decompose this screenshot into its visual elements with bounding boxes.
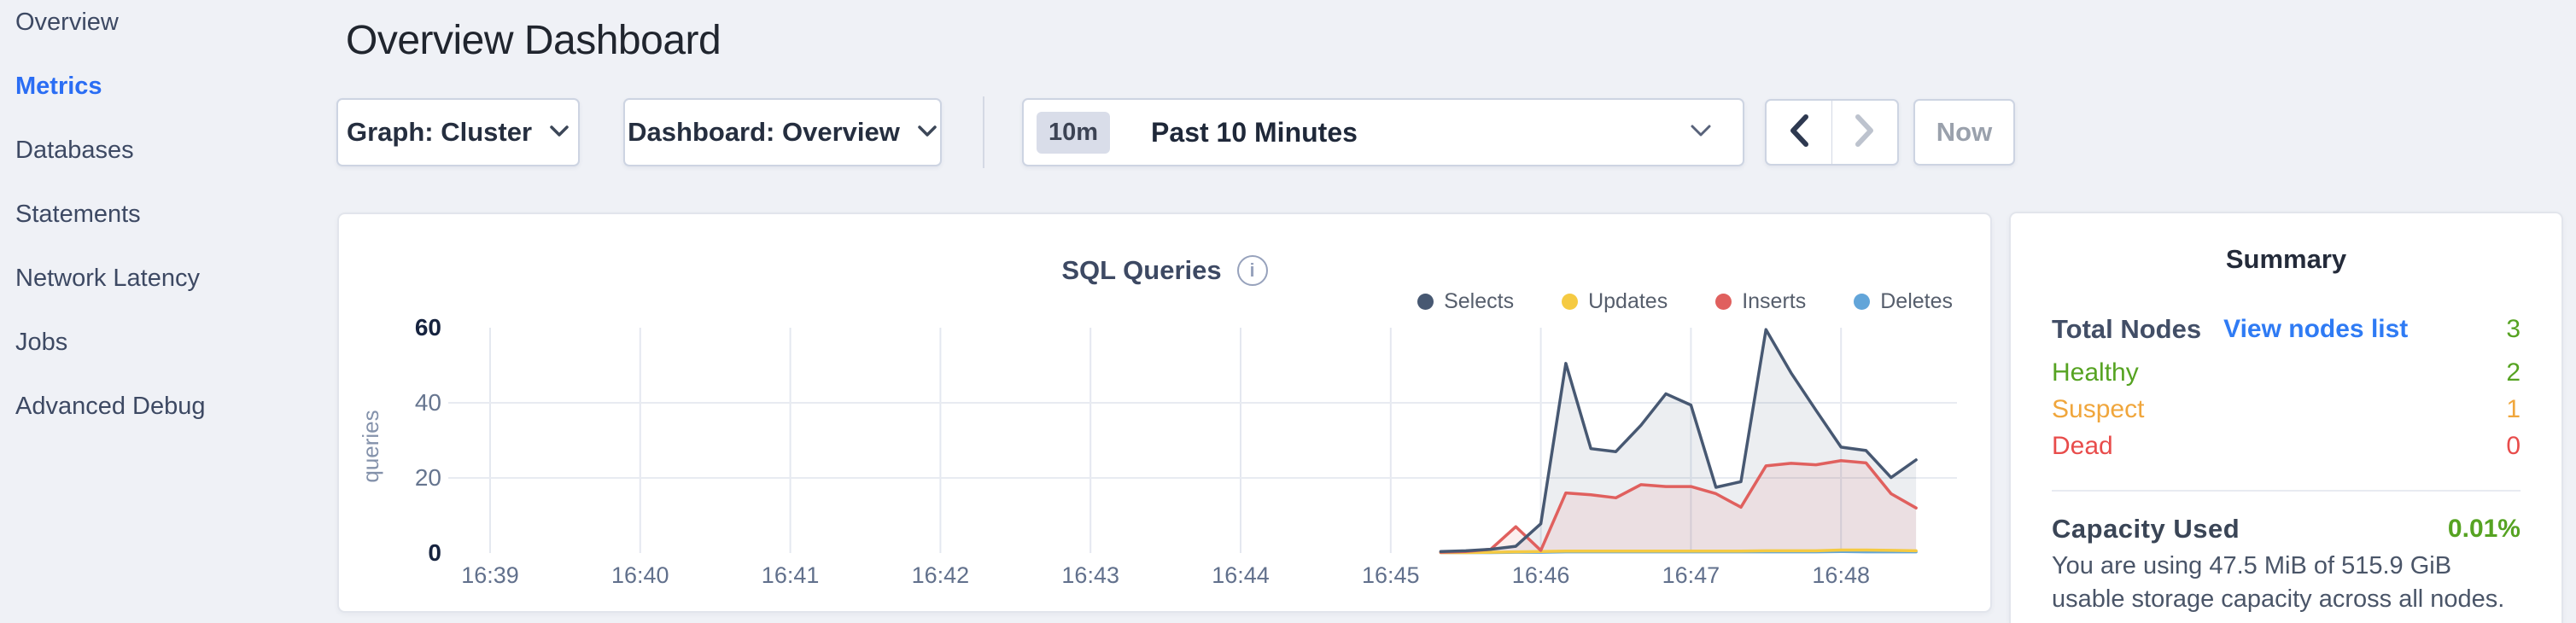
legend-item-selects[interactable]: Selects <box>1417 289 1514 314</box>
series-area-selects <box>1440 329 1917 553</box>
legend-item-deletes[interactable]: Deletes <box>1854 289 1953 314</box>
x-tick-label: 16:48 <box>1812 562 1870 588</box>
legend-label: Updates <box>1588 289 1668 313</box>
series-line-selects <box>1439 328 1918 553</box>
chart-title: SQL Queries <box>1061 255 1222 285</box>
y-tick-label: 60 <box>415 314 441 341</box>
x-tick-label: 16:42 <box>912 562 970 588</box>
y-tick-label: 20 <box>415 464 441 491</box>
time-range-selector[interactable]: 10m Past 10 Minutes <box>1022 98 1744 166</box>
sidebar-item-databases[interactable]: Databases <box>15 137 134 164</box>
graph-dropdown-label: Graph: Cluster <box>346 117 533 147</box>
sql-queries-plot[interactable]: 16:39 16:40 16:41 16:42 16:43 16:44 16:45 16:46… <box>339 214 1994 614</box>
series-line-updates <box>1439 548 1918 555</box>
legend-label: Selects <box>1444 289 1515 313</box>
sidebar-item-advanced-debug[interactable]: Advanced Debug <box>15 393 206 420</box>
sidebar-item-statements[interactable]: Statements <box>15 201 141 228</box>
button-divider <box>1831 101 1833 164</box>
healthy-nodes-row: Healthy 2 <box>2052 358 2521 387</box>
dead-label: Dead <box>2052 432 2113 460</box>
capacity-used-value: 0.01% <box>2447 515 2521 543</box>
sidebar-item-overview[interactable]: Overview <box>15 9 119 36</box>
legend-dot-updates <box>1562 294 1579 310</box>
prev-time-button[interactable] <box>1767 101 1831 164</box>
chevron-left-icon <box>1787 113 1811 153</box>
summary-panel: Summary Total Nodes View nodes list 3 He… <box>2009 212 2563 623</box>
time-range-label: Past 10 Minutes <box>1151 116 1358 148</box>
legend-dot-inserts <box>1715 294 1732 310</box>
healthy-label: Healthy <box>2052 358 2139 387</box>
x-tick-label: 16:39 <box>461 562 519 588</box>
info-icon[interactable]: i <box>1236 255 1268 286</box>
sidebar-item-network-latency[interactable]: Network Latency <box>15 265 200 292</box>
suspect-label: Suspect <box>2052 395 2145 423</box>
next-time-button[interactable] <box>1832 101 1897 164</box>
series-area-inserts <box>1440 460 1917 553</box>
dashboard-dropdown-label: Dashboard: Overview <box>628 117 900 147</box>
healthy-value: 2 <box>2506 358 2521 387</box>
total-nodes-label: Total Nodes <box>2052 314 2202 344</box>
view-nodes-list-link[interactable]: View nodes list <box>2223 315 2409 343</box>
chevron-down-icon <box>917 124 938 142</box>
chart-title-row: SQL Queries i <box>339 255 1990 286</box>
legend-dot-deletes <box>1854 294 1871 310</box>
now-button-label: Now <box>1936 117 1993 147</box>
sidebar-item-jobs[interactable]: Jobs <box>15 329 68 356</box>
legend-label: Deletes <box>1880 289 1953 313</box>
suspect-nodes-row: Suspect 1 <box>2052 395 2521 424</box>
chart-legend: Selects Updates Inserts Deletes <box>1417 289 1953 314</box>
sidebar-nav: Overview Metrics Databases Statements Networ… <box>0 0 333 439</box>
x-tick-label: 16:47 <box>1662 562 1720 588</box>
x-tick-label: 16:41 <box>762 562 820 588</box>
series-line-inserts <box>1439 459 1918 554</box>
summary-heading: Summary <box>2225 244 2347 274</box>
y-tick-label: 0 <box>428 539 441 566</box>
now-button[interactable]: Now <box>1913 99 2015 166</box>
total-nodes-row: Total Nodes View nodes list 3 <box>2052 314 2521 345</box>
chevron-down-icon <box>1690 123 1712 142</box>
summary-divider <box>2052 490 2521 492</box>
suspect-value: 1 <box>2506 395 2521 423</box>
sidebar-item-metrics[interactable]: Metrics <box>15 73 102 100</box>
legend-label: Inserts <box>1742 289 1807 313</box>
dashboard-dropdown[interactable]: Dashboard: Overview <box>623 98 942 166</box>
toolbar-divider <box>983 96 984 168</box>
time-step-buttons <box>1765 99 1899 166</box>
total-nodes-value: 3 <box>2506 315 2521 343</box>
sql-queries-chart-card: SQL Queries i Selects Updates Inserts Delet… <box>337 213 1992 613</box>
y-tick-label: 40 <box>415 389 441 416</box>
page-title: Overview Dashboard <box>346 18 721 63</box>
legend-item-updates[interactable]: Updates <box>1562 289 1668 314</box>
capacity-description: You are using 47.5 MiB of 515.9 GiB usab… <box>2052 552 2505 613</box>
y-axis-label: queries <box>358 410 383 482</box>
capacity-used-label: Capacity Used <box>2052 514 2240 544</box>
legend-dot-selects <box>1417 294 1434 310</box>
graph-dropdown[interactable]: Graph: Cluster <box>336 98 580 166</box>
legend-item-inserts[interactable]: Inserts <box>1715 289 1806 314</box>
time-range-badge: 10m <box>1037 111 1111 154</box>
chevron-down-icon <box>549 124 570 142</box>
x-tick-label: 16:46 <box>1512 562 1570 588</box>
x-tick-label: 16:44 <box>1212 562 1270 588</box>
x-tick-label: 16:40 <box>611 562 669 588</box>
x-tick-label: 16:45 <box>1362 562 1420 588</box>
dead-nodes-row: Dead 0 <box>2052 432 2521 461</box>
x-tick-label: 16:43 <box>1061 562 1119 588</box>
capacity-used-row: Capacity Used 0.01% <box>2052 514 2521 544</box>
dead-value: 0 <box>2506 432 2521 460</box>
chevron-right-icon <box>1853 113 1877 153</box>
